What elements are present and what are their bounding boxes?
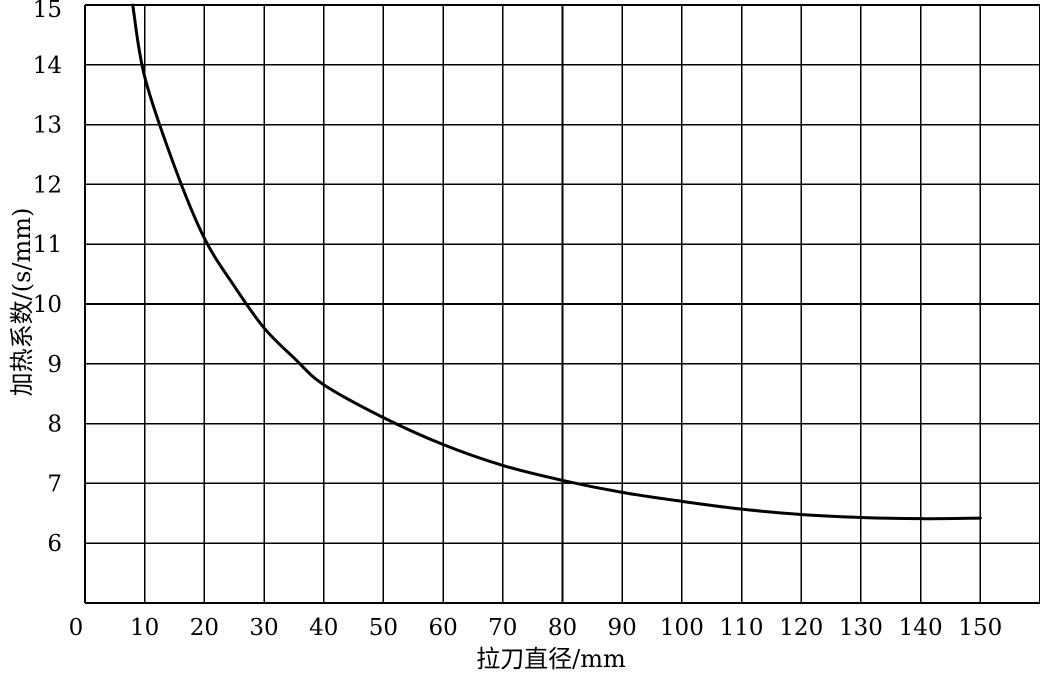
- x-tick-label: 40: [309, 615, 338, 641]
- y-tick-label: 7: [47, 471, 62, 497]
- x-tick-label: 70: [488, 615, 517, 641]
- y-tick-label: 13: [33, 113, 62, 139]
- x-tick-label: 10: [130, 615, 159, 641]
- x-tick-label: 60: [428, 615, 457, 641]
- series: [131, 3, 982, 521]
- y-tick-label: 6: [47, 531, 62, 557]
- x-tick-label: 120: [779, 615, 823, 641]
- x-tick-label: 150: [958, 615, 1002, 641]
- x-tick-label: 130: [839, 615, 883, 641]
- y-tick-label: 8: [47, 412, 62, 438]
- x-tick-label: 90: [608, 615, 637, 641]
- y-tick-label: 10: [33, 292, 62, 318]
- x-tick-label: 80: [548, 615, 577, 641]
- y-tick-label: 15: [33, 0, 62, 23]
- y-tick-label: 14: [33, 53, 62, 79]
- y-axis-title: 加热系数/(s/mm): [8, 208, 36, 397]
- x-axis-title: 拉刀直径/mm: [476, 645, 626, 673]
- x-tick-labels: 0 10 20 30 40 50 60 70 80 90 100 110 120 130 140 150: [69, 615, 1003, 641]
- y-tick-label: 12: [33, 172, 62, 198]
- y-tick-label: 11: [33, 232, 62, 258]
- x-tick-label: 0: [69, 615, 84, 641]
- grid: [85, 4, 1040, 603]
- x-tick-label: 140: [899, 615, 943, 641]
- x-tick-label: 20: [190, 615, 219, 641]
- y-tick-label: 9: [47, 352, 62, 378]
- x-tick-label: 110: [720, 615, 764, 641]
- x-tick-label: 100: [660, 615, 704, 641]
- x-tick-label: 50: [369, 615, 398, 641]
- series-line: [131, 3, 982, 521]
- y-tick-labels: 6 7 8 9 10 11 12 13 14 15: [33, 0, 62, 557]
- axes: [84, 5, 1040, 604]
- x-tick-label: 30: [249, 615, 278, 641]
